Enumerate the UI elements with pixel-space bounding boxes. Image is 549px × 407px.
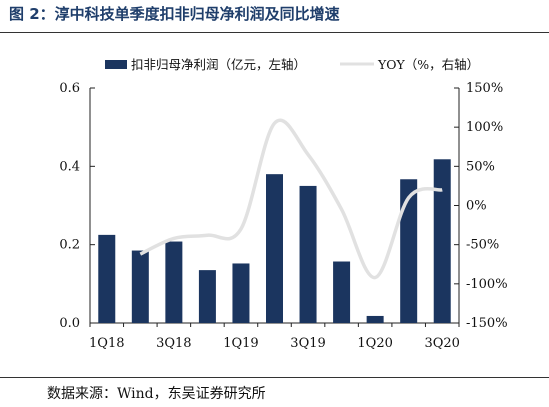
bar-2Q19	[266, 174, 283, 323]
bar-3Q18	[165, 241, 183, 323]
bar-1Q20	[366, 315, 384, 323]
bar-1Q19	[232, 263, 250, 323]
bar-2Q20	[400, 179, 418, 323]
bottom-divider	[0, 377, 549, 378]
right-axis-tick-label: -100%	[466, 277, 508, 292]
x-axis-tick-label: 3Q19	[290, 336, 325, 351]
chart: 扣非归母净利润（亿元，左轴） YOY（%，右轴） 0.0 0.2 0.4 0.6 -15…	[59, 57, 507, 351]
left-axis-tick-label: 0.4	[59, 159, 80, 174]
bar-1Q18	[98, 234, 116, 323]
x-axis-tick-label: 3Q20	[424, 336, 459, 351]
chart-title: 图 2：淳中科技单季度扣非归母净利润及同比增速	[9, 5, 340, 23]
right-axis-tick-label: 0%	[466, 199, 487, 214]
right-axis-tick-label: -150%	[466, 316, 508, 331]
x-axis-tick-label: 1Q18	[89, 336, 124, 351]
right-axis-tick-label: -50%	[466, 238, 499, 253]
left-axis-tick-label: 0.0	[59, 316, 80, 331]
x-axis-tick-label: 1Q19	[223, 336, 258, 351]
plot-area: 0.0 0.2 0.4 0.6 -150% -100% -50% 0% 50% 100% 150% 1…	[59, 81, 507, 351]
top-divider	[0, 32, 549, 33]
legend-bar-label: 扣非归母净利润（亿元，左轴）	[131, 57, 306, 72]
right-axis-tick-label: 50%	[466, 159, 495, 174]
data-source-note: 数据来源：Wind，东吴证券研究所	[47, 386, 266, 402]
legend-bar-swatch	[105, 60, 127, 69]
bar-3Q19	[299, 185, 317, 323]
right-axis-tick-label: 100%	[466, 120, 503, 135]
right-axis-tick-label: 150%	[466, 81, 503, 96]
bar-2Q18	[131, 250, 149, 323]
bar-3Q20	[433, 159, 451, 323]
x-axis-tick-label: 3Q18	[156, 336, 191, 351]
x-axis-tick-label: 1Q20	[357, 336, 392, 351]
yoy-line	[139, 118, 443, 280]
left-axis-tick-label: 0.6	[59, 81, 80, 96]
bar-4Q18	[198, 270, 216, 323]
legend: 扣非归母净利润（亿元，左轴） YOY（%，右轴）	[105, 57, 479, 72]
bar-4Q19	[333, 261, 351, 323]
legend-line-label: YOY（%，右轴）	[377, 57, 479, 72]
left-axis-tick-label: 0.2	[59, 238, 80, 253]
